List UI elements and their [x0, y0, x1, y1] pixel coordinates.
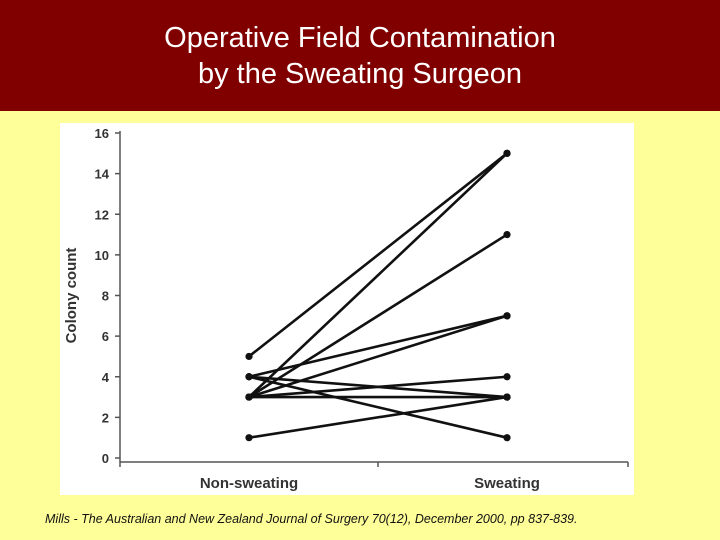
- data-point: [503, 393, 511, 401]
- chart-points: [245, 149, 511, 442]
- chart-panel: 0 2 4 6 8 10 12 14 16 Non-sweating Sweating Colony …: [60, 123, 634, 495]
- data-point: [245, 393, 253, 401]
- data-point: [245, 352, 253, 361]
- citation: Mills - The Australian and New Zealand J…: [45, 512, 578, 526]
- slide-title-line-2: by the Sweating Surgeon: [197, 57, 523, 90]
- colony-count-chart: 0 2 4 6 8 10 12 14 16 Non-sweating Sweating Colony …: [63, 126, 629, 492]
- series-line: [247, 314, 509, 399]
- data-point: [245, 373, 253, 381]
- y-tick-label: 6: [102, 329, 109, 344]
- y-tick-label: 2: [102, 410, 109, 425]
- series-line: [247, 314, 509, 379]
- data-point: [503, 230, 511, 239]
- series-line: [247, 152, 509, 358]
- chart-series: [247, 152, 509, 439]
- data-point: [503, 434, 511, 442]
- y-tick-label: 16: [95, 126, 109, 141]
- x-category-label: Non-sweating: [200, 475, 298, 492]
- series-line: [247, 375, 509, 439]
- y-tick-label: 12: [95, 207, 109, 222]
- series-line: [247, 395, 509, 439]
- data-point: [245, 434, 253, 442]
- x-category-label: Sweating: [474, 475, 540, 492]
- chart-axes: 0 2 4 6 8 10 12 14 16 Non-sweating Sweating Colony …: [63, 126, 629, 492]
- slide-title-line-1: Operative Field Contamination: [164, 21, 556, 54]
- y-tick-label: 8: [102, 289, 109, 304]
- data-point: [503, 312, 511, 320]
- series-line: [247, 375, 509, 399]
- y-axis-label: Colony count: [63, 248, 80, 344]
- series-line: [247, 152, 509, 399]
- title-bar: Operative Field Contamination by the Swe…: [0, 0, 720, 111]
- y-tick-label: 10: [95, 248, 109, 263]
- y-tick-label: 4: [102, 370, 110, 385]
- data-point: [503, 149, 511, 157]
- y-tick-label: 0: [102, 451, 109, 466]
- series-line: [247, 233, 509, 399]
- data-point: [503, 373, 511, 381]
- y-tick-label: 14: [95, 167, 110, 182]
